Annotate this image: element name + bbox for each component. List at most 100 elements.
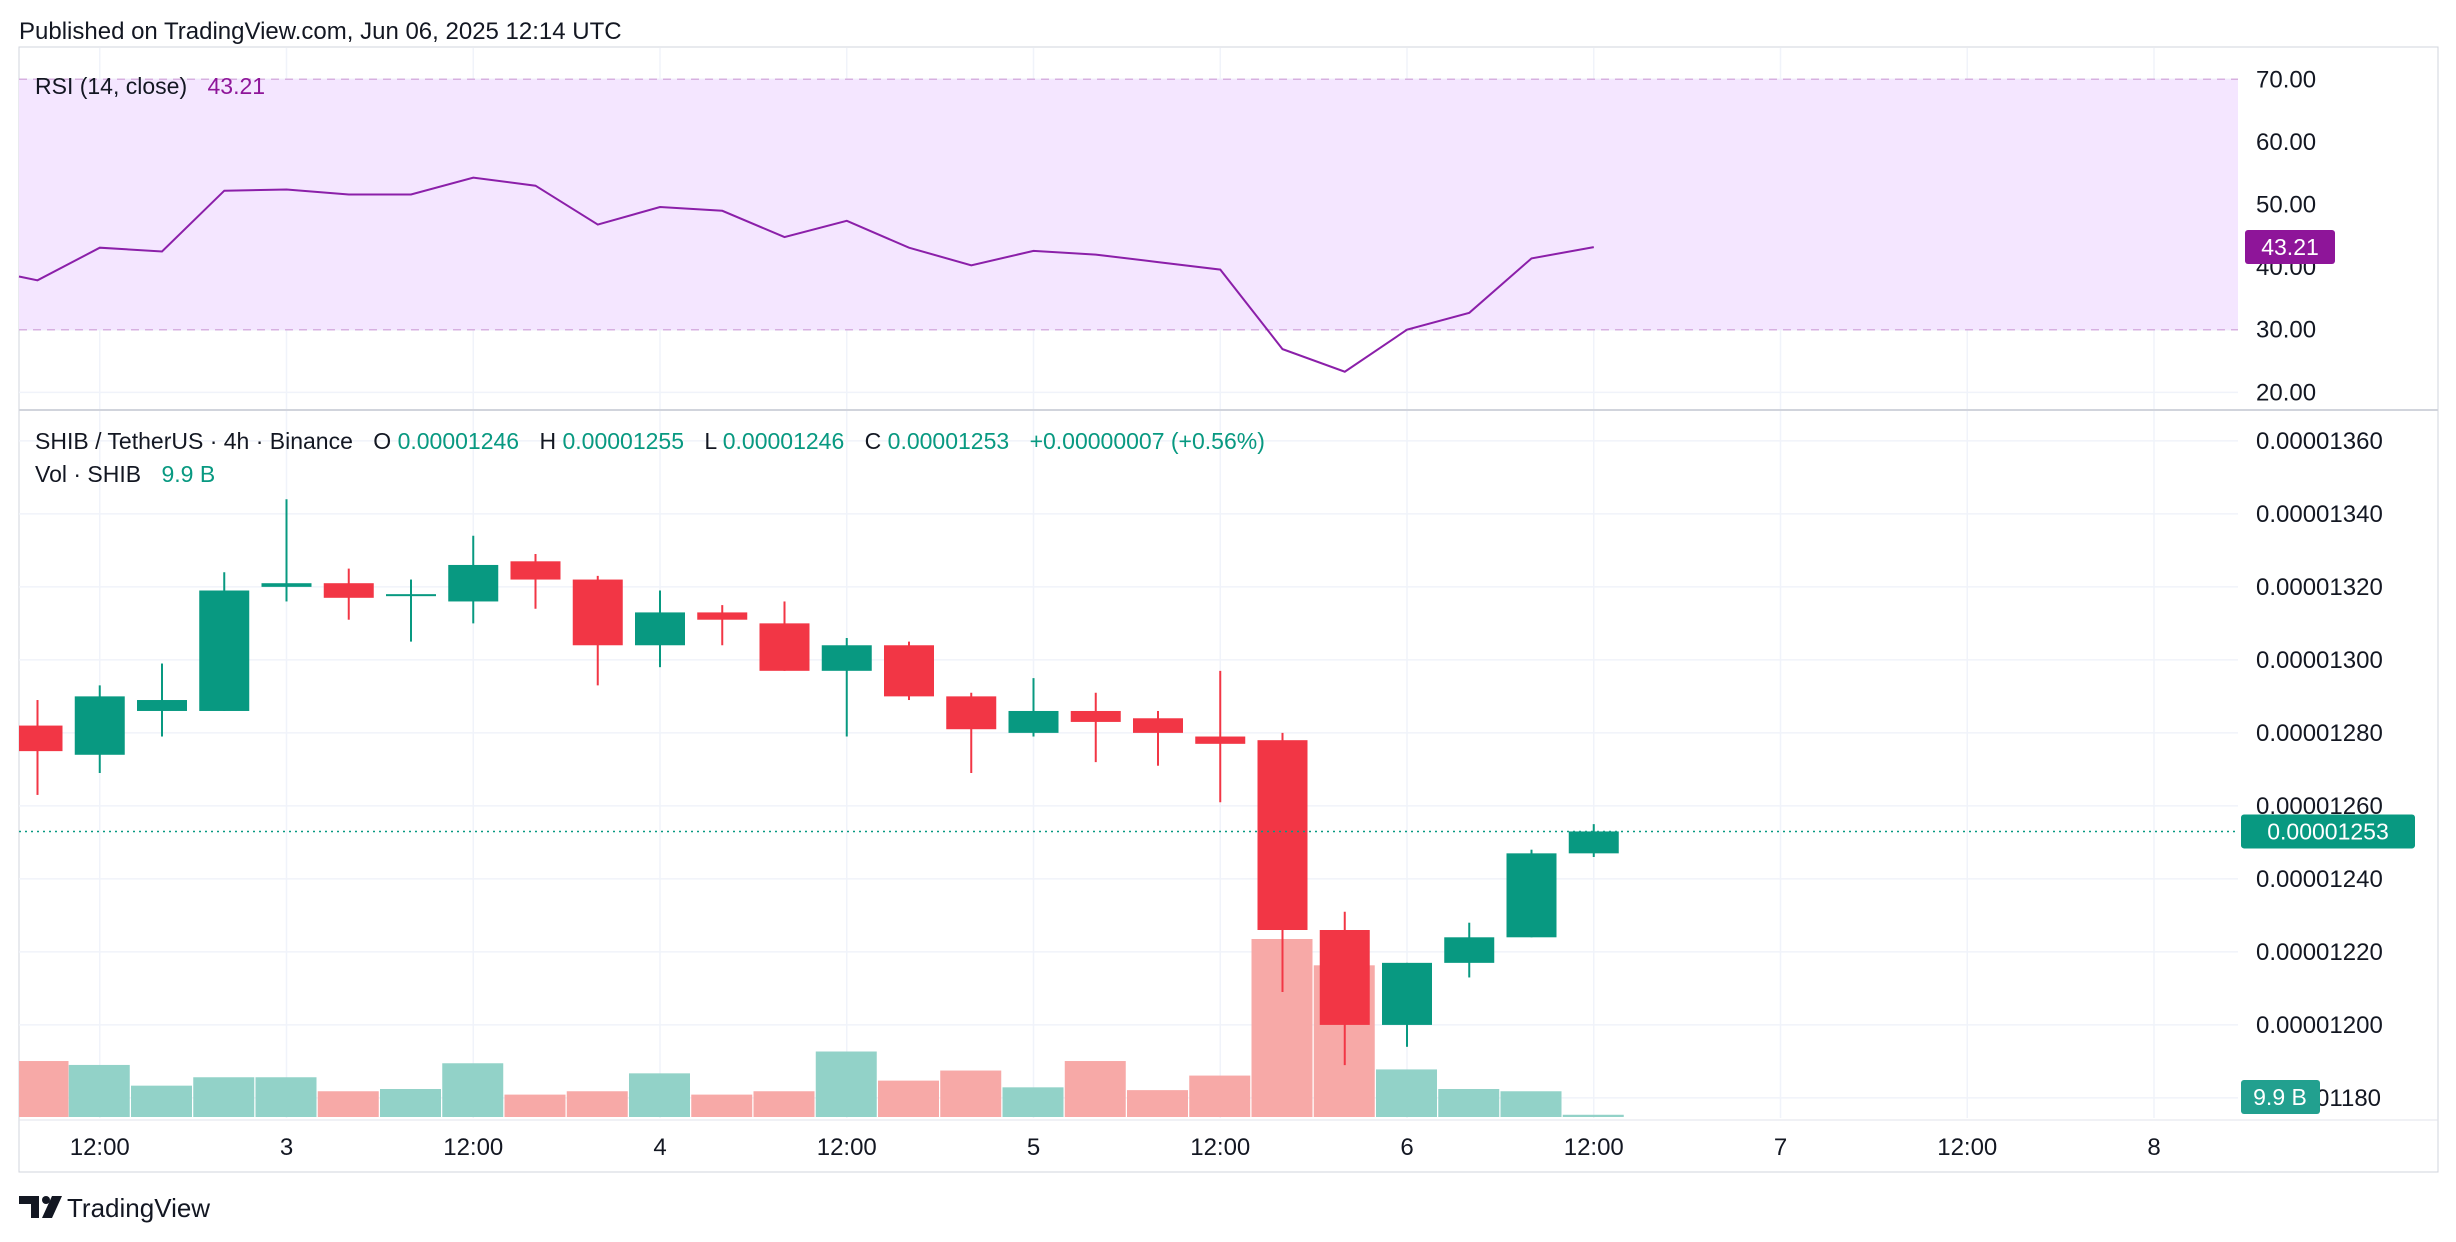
symbol-title: SHIB / TetherUS · 4h · Binance: [35, 428, 353, 454]
candle-body: [386, 594, 436, 597]
price-axis-tick-label: 0.00001200: [2256, 1012, 2383, 1039]
volume-bar: [1376, 1069, 1437, 1117]
rsi-badge-text: 43.21: [2261, 234, 2319, 260]
candle[interactable]: [1133, 710, 1183, 766]
candle[interactable]: [1382, 962, 1432, 1047]
symbol-legend[interactable]: SHIB / TetherUS · 4h · Binance O 0.00001…: [35, 428, 1265, 454]
candle-body: [261, 583, 312, 587]
time-axis-label: 12:00: [817, 1134, 877, 1161]
candle[interactable]: [74, 685, 125, 774]
candle[interactable]: [821, 637, 872, 737]
time-axis[interactable]: 12:00 3 12:00 4 12:00 5 12:00 6 12:00 7 12:00 8: [70, 1134, 2161, 1161]
time-axis-label: 4: [653, 1134, 666, 1161]
candle-body: [1382, 962, 1432, 1025]
open-value: 0.00001246: [398, 428, 520, 454]
tradingview-logo[interactable]: TradingView: [19, 1193, 210, 1223]
candle[interactable]: [386, 579, 436, 642]
volume-badge: 9.9 B: [2241, 1080, 2320, 1114]
time-axis-label: 12:00: [443, 1134, 503, 1161]
candle-body: [946, 696, 997, 730]
rsi-line[interactable]: [18, 176, 1594, 373]
rsi-band-fill: [19, 79, 2238, 330]
volume-bar: [68, 1064, 130, 1117]
candle[interactable]: [137, 663, 187, 737]
candle[interactable]: [19, 700, 63, 795]
volume-bar: [691, 1094, 753, 1117]
candle[interactable]: [323, 568, 374, 620]
published-caption: Published on TradingView.com, Jun 06, 20…: [19, 18, 622, 45]
volume-bar: [815, 1051, 877, 1117]
candle[interactable]: [448, 535, 499, 624]
time-axis-label: 12:00: [1190, 1134, 1250, 1161]
candle-body: [1008, 710, 1059, 733]
last-price-badge-text: 0.00001253: [2267, 818, 2389, 844]
open-label: O: [373, 428, 391, 454]
candle-body: [821, 645, 872, 671]
rsi-value: 43.21: [208, 73, 266, 99]
volume-bar: [1127, 1090, 1188, 1117]
volume-label: Vol · SHIB: [35, 461, 141, 487]
high-label: H: [539, 428, 556, 454]
candle-body: [572, 579, 623, 646]
rsi-legend[interactable]: RSI (14, close) 43.21: [35, 73, 265, 99]
volume-bar: [19, 1061, 69, 1117]
candle[interactable]: [1257, 732, 1308, 993]
candle-body: [19, 725, 63, 752]
candle[interactable]: [1319, 911, 1370, 1066]
time-axis-label: 8: [2147, 1134, 2160, 1161]
volume-bar: [317, 1091, 379, 1117]
rsi-axis-tick-label: 60.00: [2256, 129, 2316, 156]
candle-body: [1444, 937, 1495, 963]
volume-bar: [255, 1077, 317, 1117]
candle-body: [759, 623, 810, 671]
price-axis[interactable]: 0.00001360 0.00001340 0.00001320 0.00001300…: [2256, 428, 2383, 1112]
price-axis-tick-label: 0.00001240: [2256, 866, 2383, 893]
volume-bar: [1500, 1091, 1562, 1117]
low-value: 0.00001246: [723, 428, 845, 454]
price-axis-tick-label: 0.00001220: [2256, 939, 2383, 966]
rsi-axis-tick-label: 20.00: [2256, 379, 2316, 406]
candle[interactable]: [1070, 692, 1121, 763]
price-axis-tick-label: 0.00001340: [2256, 501, 2383, 528]
candle-body: [1195, 736, 1246, 744]
candle-body: [448, 564, 499, 602]
volume-bar: [566, 1091, 628, 1117]
candle-body: [1070, 710, 1121, 722]
candle[interactable]: [199, 572, 250, 711]
volume-bar: [1438, 1089, 1500, 1117]
candle[interactable]: [635, 590, 685, 668]
candle[interactable]: [1568, 824, 1619, 857]
volume-bar: [629, 1073, 690, 1117]
candle-body: [1257, 740, 1308, 931]
candle[interactable]: [572, 575, 623, 686]
time-axis-label: 5: [1027, 1134, 1040, 1161]
candle[interactable]: [697, 605, 748, 646]
chart-frame: [18, 46, 2439, 1173]
candle[interactable]: [759, 601, 810, 671]
candle-body: [1568, 831, 1619, 854]
candle-body: [1133, 718, 1183, 733]
volume-bar: [504, 1094, 566, 1117]
candle[interactable]: [510, 554, 561, 609]
volume-legend[interactable]: Vol · SHIB 9.9 B: [35, 461, 215, 487]
candle[interactable]: [946, 692, 997, 774]
close-value: 0.00001253: [888, 428, 1010, 454]
candle-body: [137, 700, 187, 711]
candle[interactable]: [884, 641, 934, 701]
last-price-badge: 0.00001253: [2241, 814, 2415, 849]
candle-body: [510, 561, 561, 580]
rsi-value-badge: 43.21: [2245, 230, 2335, 265]
volume-bar: [1562, 1114, 1624, 1117]
candle[interactable]: [1008, 678, 1059, 737]
time-axis-label: 6: [1400, 1134, 1413, 1161]
candle[interactable]: [1506, 849, 1557, 938]
candle[interactable]: [261, 499, 312, 602]
rsi-axis-tick-label: 70.00: [2256, 66, 2316, 93]
volume-bar: [753, 1091, 815, 1117]
candle-body: [323, 583, 374, 598]
candle[interactable]: [1444, 922, 1495, 978]
candle[interactable]: [1195, 670, 1246, 803]
candles: [19, 499, 1619, 1066]
